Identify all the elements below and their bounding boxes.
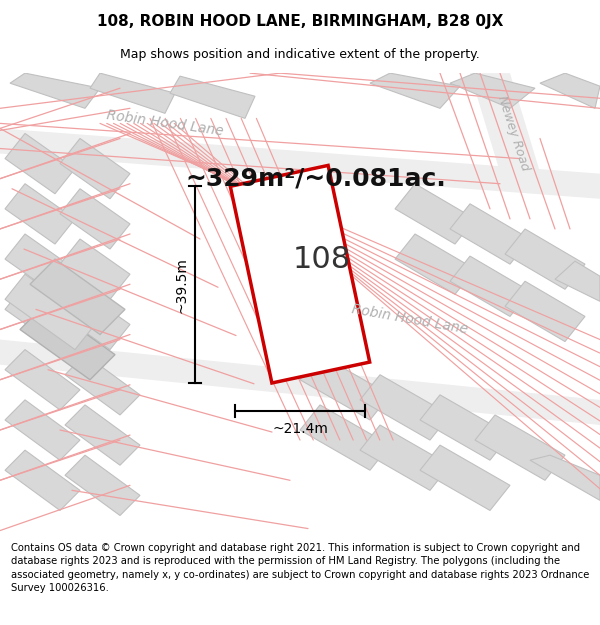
Polygon shape [5,400,80,460]
Text: Robin Hood Lane: Robin Hood Lane [106,108,224,139]
Text: 108: 108 [293,244,351,274]
Polygon shape [60,189,130,249]
Polygon shape [90,73,175,113]
Polygon shape [0,128,600,199]
Polygon shape [395,234,475,294]
Polygon shape [475,415,565,480]
Polygon shape [300,405,390,470]
Polygon shape [5,134,75,194]
Polygon shape [65,455,140,516]
Text: Contains OS data © Crown copyright and database right 2021. This information is : Contains OS data © Crown copyright and d… [11,543,589,592]
Polygon shape [170,76,255,118]
Polygon shape [470,73,545,189]
Polygon shape [360,425,450,491]
Polygon shape [20,304,115,380]
Polygon shape [505,229,585,289]
Polygon shape [5,234,75,294]
Text: ~329m²/~0.081ac.: ~329m²/~0.081ac. [185,167,446,191]
Polygon shape [60,289,130,349]
Polygon shape [420,445,510,511]
Text: Robin Hood Lane: Robin Hood Lane [351,302,469,337]
Polygon shape [450,73,535,108]
Polygon shape [60,239,130,299]
Polygon shape [10,73,100,108]
Polygon shape [420,395,510,460]
Polygon shape [65,354,140,415]
Polygon shape [5,284,75,344]
Polygon shape [5,349,80,410]
Polygon shape [5,274,95,349]
Text: ~39.5m: ~39.5m [175,257,188,312]
Polygon shape [370,73,460,108]
Polygon shape [505,281,585,341]
Polygon shape [30,259,125,334]
Polygon shape [540,73,600,108]
Polygon shape [555,261,600,301]
Polygon shape [530,455,600,501]
Polygon shape [450,204,530,264]
Polygon shape [450,256,530,316]
Polygon shape [0,339,600,425]
Polygon shape [5,450,80,511]
Polygon shape [395,184,475,244]
Text: Newey Road: Newey Road [495,94,531,172]
Text: ~21.4m: ~21.4m [272,422,328,436]
Polygon shape [360,375,450,440]
Polygon shape [60,139,130,199]
Polygon shape [5,184,75,244]
Polygon shape [300,354,390,420]
Text: 108, ROBIN HOOD LANE, BIRMINGHAM, B28 0JX: 108, ROBIN HOOD LANE, BIRMINGHAM, B28 0J… [97,14,503,29]
Polygon shape [65,405,140,465]
Polygon shape [230,166,370,383]
Text: Map shows position and indicative extent of the property.: Map shows position and indicative extent… [120,48,480,61]
